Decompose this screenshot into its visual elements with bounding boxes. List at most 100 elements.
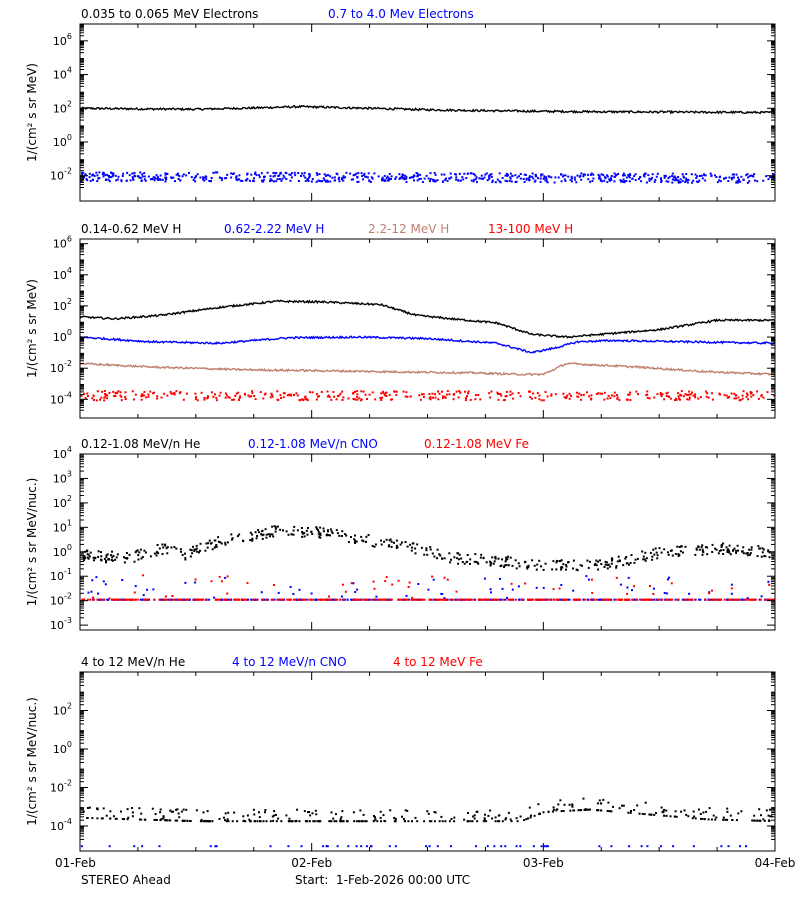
data-point: [616, 397, 619, 400]
data-point: [185, 174, 188, 177]
data-point: [472, 173, 475, 176]
data-point: [194, 180, 197, 183]
data-point: [210, 580, 213, 583]
data-point: [606, 397, 609, 400]
data-point: [209, 845, 212, 848]
data-point: [178, 816, 181, 819]
legend-entry: 0.035 to 0.065 MeV Electrons: [81, 7, 258, 21]
data-point: [390, 540, 393, 543]
data-point: [389, 598, 392, 601]
data-point: [428, 845, 431, 848]
data-point: [652, 587, 655, 590]
data-point: [625, 598, 628, 601]
data-point: [769, 176, 772, 179]
data-point: [530, 814, 532, 817]
data-point: [682, 175, 685, 178]
data-point: [190, 549, 193, 552]
data-point: [213, 596, 216, 599]
data-point: [300, 527, 303, 529]
data-point: [166, 552, 169, 555]
data-point: [405, 180, 408, 183]
data-point: [604, 560, 607, 563]
data-point: [567, 175, 570, 178]
data-point: [151, 177, 154, 180]
data-point: [658, 547, 661, 550]
data-point: [759, 598, 762, 601]
data-point: [721, 544, 723, 547]
data-point: [146, 588, 149, 591]
data-point: [619, 560, 621, 563]
data-point: [404, 598, 407, 601]
data-point: [180, 550, 182, 553]
data-point: [183, 598, 186, 601]
y-tick-label: 104: [53, 445, 72, 461]
data-point: [737, 549, 739, 552]
data-point: [200, 818, 203, 821]
data-point: [123, 561, 126, 564]
data-point: [668, 175, 671, 178]
data-point: [275, 820, 278, 823]
data-point: [159, 808, 162, 811]
data-point: [474, 398, 477, 401]
data-point: [186, 819, 189, 822]
data-point: [149, 555, 152, 558]
data-point: [262, 397, 265, 400]
data-point: [699, 175, 701, 177]
data-point: [757, 397, 760, 400]
data-point: [179, 598, 182, 601]
data-point: [350, 536, 352, 538]
data-point: [502, 598, 505, 601]
data-point: [420, 546, 423, 549]
data-point: [445, 177, 447, 180]
data-point: [583, 808, 586, 811]
data-point: [321, 180, 324, 183]
data-point: [654, 547, 657, 550]
data-point: [726, 598, 729, 601]
data-point: [460, 598, 463, 601]
data-point: [536, 563, 539, 566]
data-point: [539, 180, 542, 183]
data-point: [212, 171, 215, 174]
data-point: [96, 598, 99, 601]
data-point: [470, 179, 473, 182]
data-point: [573, 176, 576, 179]
data-point: [540, 399, 543, 402]
data-point: [100, 817, 103, 820]
data-point: [748, 180, 751, 183]
data-point: [111, 175, 114, 178]
data-point: [195, 598, 197, 601]
data-point: [170, 810, 173, 813]
data-point: [276, 178, 279, 181]
data-point: [395, 390, 398, 393]
data-point: [715, 176, 718, 178]
data-point: [644, 551, 647, 554]
data-point: [236, 179, 239, 182]
data-point: [399, 543, 402, 546]
data-point: [423, 177, 426, 180]
data-point: [427, 812, 430, 815]
data-point: [140, 818, 143, 821]
data-point: [155, 174, 158, 177]
data-point: [584, 598, 586, 601]
data-point: [254, 171, 257, 174]
data-point: [272, 819, 275, 822]
data-point: [235, 392, 238, 395]
data-point: [203, 176, 206, 179]
data-point: [606, 175, 609, 178]
data-point: [224, 598, 227, 601]
data-point: [486, 598, 489, 601]
data-point: [528, 175, 531, 178]
data-point: [131, 176, 134, 179]
data-point: [103, 598, 105, 601]
data-point: [591, 591, 594, 594]
data-point: [748, 548, 751, 551]
data-point: [101, 390, 104, 393]
data-point: [599, 802, 602, 805]
data-point: [208, 539, 211, 542]
data-point: [666, 551, 669, 554]
data-point: [273, 584, 276, 586]
data-point: [273, 814, 275, 817]
data-point: [669, 549, 672, 552]
data-point: [283, 176, 286, 179]
data-point: [445, 598, 447, 601]
